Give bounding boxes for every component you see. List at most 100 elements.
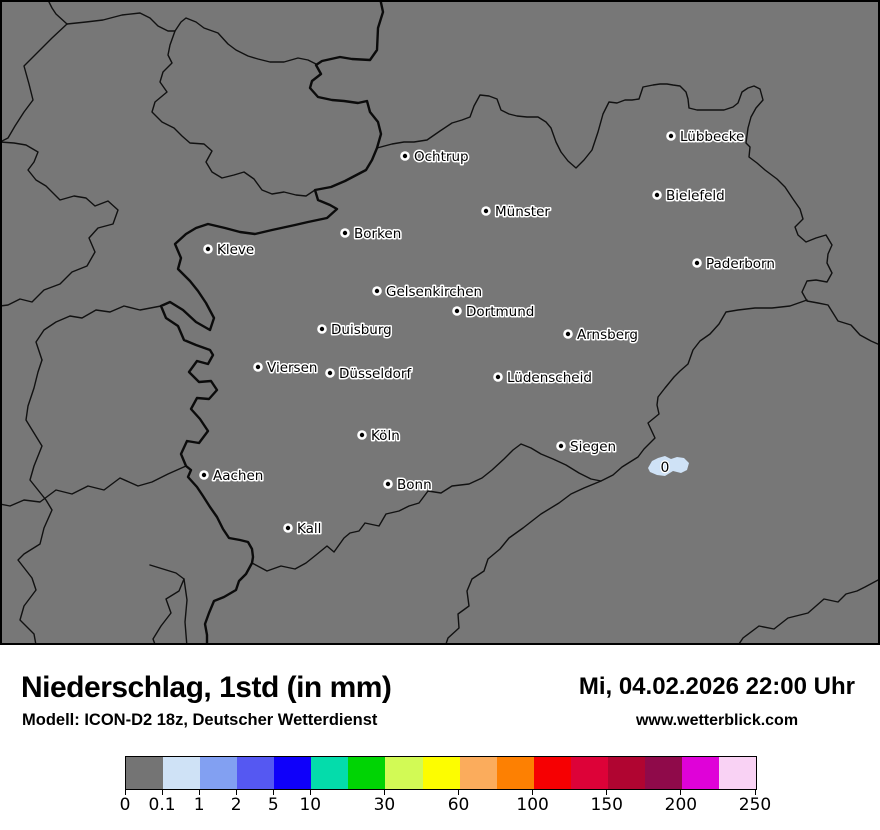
color-scale-segment: [385, 757, 423, 789]
city-label: Kall: [297, 521, 321, 537]
city-label: Aachen: [213, 468, 263, 484]
city-dot: [483, 208, 489, 214]
city-marker-viersen: Viersen: [253, 359, 319, 378]
color-scale-segment: [200, 757, 238, 789]
color-scale-segment: [607, 757, 645, 789]
scale-tick: [309, 790, 311, 795]
forecast-datetime: Mi, 04.02.2026 22:00 Uhr: [578, 673, 855, 700]
scale-tick-label: 2: [230, 795, 242, 815]
city-label: Münster: [495, 204, 550, 220]
city-marker-aachen: Aachen: [199, 467, 265, 486]
scale-tick: [680, 790, 682, 795]
city-dot: [255, 364, 261, 370]
color-scale-segment: [459, 757, 497, 789]
city-dot: [327, 370, 333, 376]
model-info: Modell: ICON-D2 18z, Deutscher Wetterdie…: [22, 711, 378, 729]
city-marker-gelsenkirchen: Gelsenkirchen: [372, 283, 484, 302]
city-marker-kleve: Kleve: [203, 241, 256, 260]
city-dot: [359, 432, 365, 438]
city-marker-kall: Kall: [283, 520, 323, 539]
color-scale-segment: [422, 757, 460, 789]
color-scale-segment: [644, 757, 682, 789]
city-label: Ochtrup: [414, 149, 469, 165]
color-scale-segment: [570, 757, 608, 789]
precipitation-map: 0 Ochtrup Lübbecke Münster Bielefeld Borken K…: [0, 0, 880, 645]
color-scale-segment: [496, 757, 534, 789]
city-dot: [495, 374, 501, 380]
city-dot: [285, 525, 291, 531]
scale-tick-label: 1: [193, 795, 205, 815]
page-title: Niederschlag, 1std (in mm): [21, 671, 392, 704]
city-marker-paderborn: Paderborn: [692, 255, 776, 274]
city-dot: [342, 230, 348, 236]
city-label: Dortmund: [466, 304, 534, 320]
city-dot: [205, 246, 211, 252]
city-marker-münster: Münster: [481, 203, 552, 222]
city-marker-lüdenscheid: Lüdenscheid: [493, 369, 593, 388]
city-marker-arnsberg: Arnsberg: [563, 326, 639, 345]
city-dot: [454, 308, 460, 314]
city-marker-duisburg: Duisburg: [317, 321, 393, 340]
city-label: Bielefeld: [666, 188, 725, 204]
city-label: Duisburg: [331, 322, 392, 338]
city-label: Borken: [354, 226, 401, 242]
city-marker-ochtrup: Ochtrup: [400, 148, 470, 167]
city-label: Siegen: [570, 439, 616, 455]
city-marker-dortmund: Dortmund: [452, 303, 536, 322]
color-scale-segment: [274, 757, 312, 789]
scale-tick: [606, 790, 608, 795]
color-scale-segment: [163, 757, 201, 789]
city-dot: [319, 326, 325, 332]
scale-tick-label: 60: [447, 795, 470, 815]
precipitation-color-scale: [125, 756, 757, 790]
city-marker-bonn: Bonn: [383, 476, 433, 495]
city-label: Lüdenscheid: [507, 370, 592, 386]
scale-tick-label: 30: [373, 795, 396, 815]
scale-tick-label: 200: [664, 795, 698, 815]
city-dot: [402, 153, 408, 159]
city-marker-lübbecke: Lübbecke: [666, 128, 746, 147]
city-dot: [668, 133, 674, 139]
city-label: Viersen: [267, 360, 317, 376]
city-label: Lübbecke: [680, 129, 744, 145]
city-marker-borken: Borken: [340, 225, 403, 244]
city-label: Paderborn: [706, 256, 775, 272]
city-dot: [374, 288, 380, 294]
scale-tick: [532, 790, 534, 795]
city-dot: [385, 481, 391, 487]
precipitation-patch: [648, 456, 689, 476]
city-label: Köln: [371, 428, 400, 444]
scale-tick-label: 10: [299, 795, 322, 815]
scale-tick: [235, 790, 237, 795]
scale-tick-label: 250: [738, 795, 772, 815]
scale-tick: [458, 790, 460, 795]
scale-tick: [754, 790, 756, 795]
city-dot: [565, 331, 571, 337]
city-marker-siegen: Siegen: [556, 438, 618, 457]
city-dot: [201, 472, 207, 478]
website-credit: www.wetterblick.com: [635, 712, 799, 729]
scale-tick: [272, 790, 274, 795]
precipitation-value-label: 0: [661, 460, 670, 476]
color-scale-segment: [348, 757, 386, 789]
map-frame: [0, 0, 880, 645]
city-marker-bielefeld: Bielefeld: [652, 187, 726, 206]
scale-tick-label: 0.1: [148, 795, 176, 815]
city-label: Kleve: [217, 242, 254, 258]
color-scale-segment: [533, 757, 571, 789]
scale-tick-label: 150: [590, 795, 623, 815]
city-marker-layer: Ochtrup Lübbecke Münster Bielefeld Borken Kle…: [199, 128, 776, 539]
scale-tick-label: 5: [267, 795, 279, 815]
scale-tick-label: 100: [516, 795, 549, 815]
city-dot: [558, 443, 564, 449]
color-scale-segment: [237, 757, 275, 789]
city-label: Bonn: [397, 477, 432, 493]
city-label: Arnsberg: [577, 327, 638, 343]
scale-tick: [198, 790, 200, 795]
scale-tick-label: 0: [119, 795, 131, 815]
color-scale-segment: [719, 757, 757, 789]
color-scale-segment: [681, 757, 719, 789]
city-marker-köln: Köln: [357, 427, 401, 446]
color-scale-segment: [311, 757, 349, 789]
